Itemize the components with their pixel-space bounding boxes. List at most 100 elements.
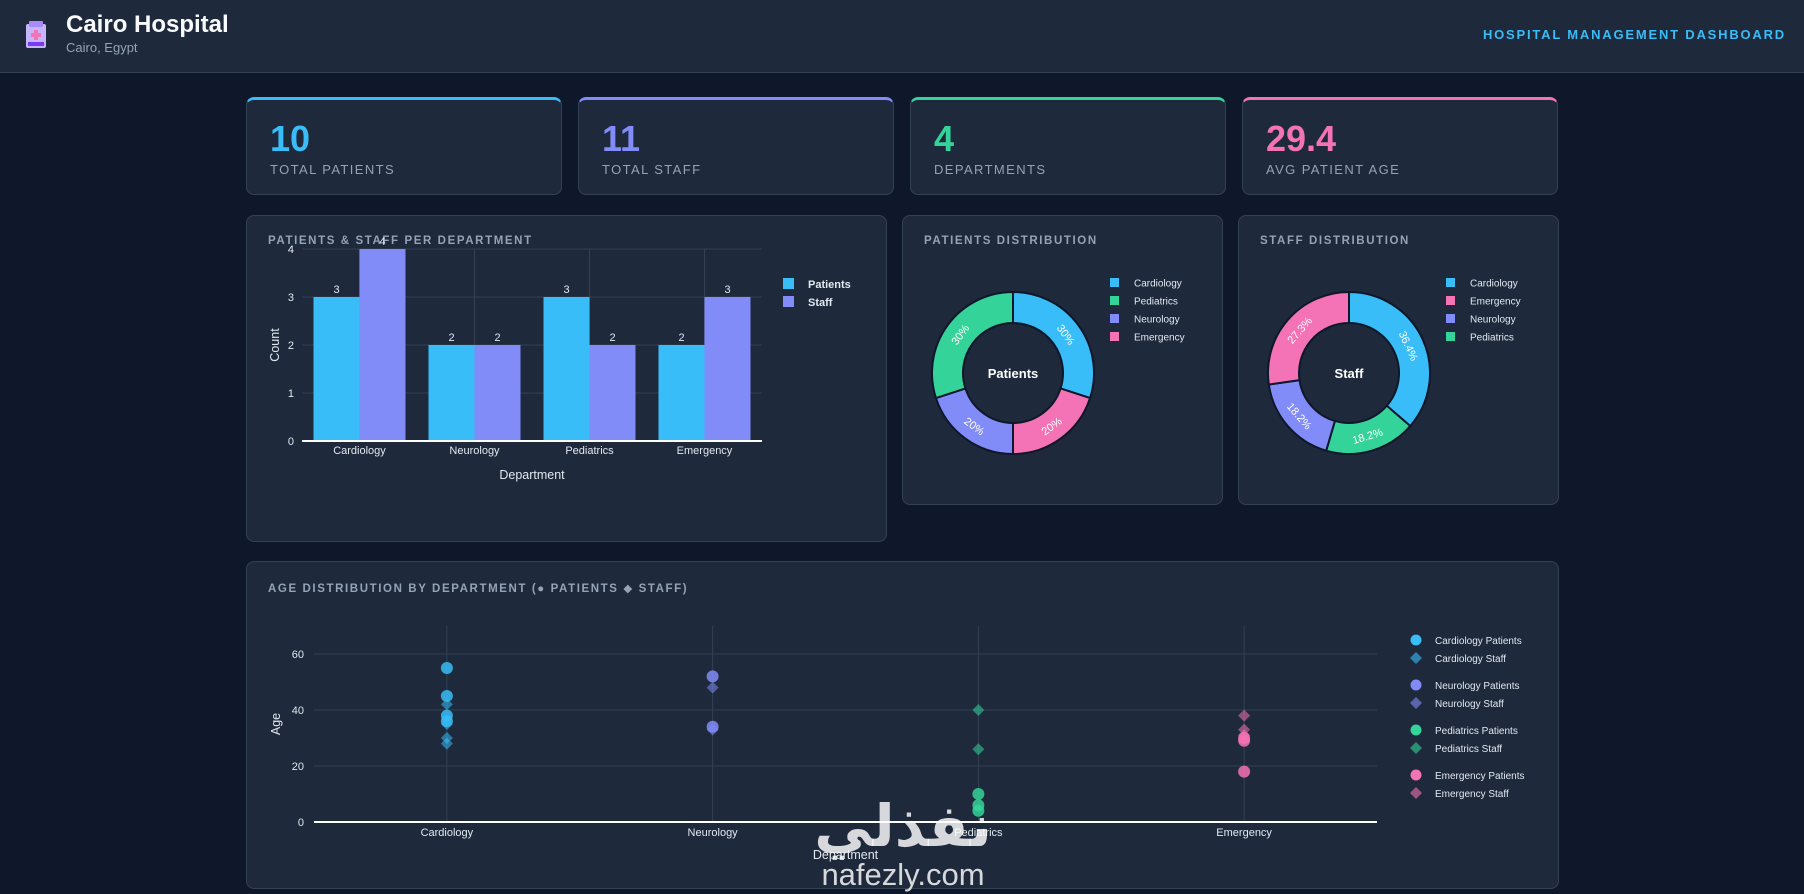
legend-label: Patients [808,279,851,291]
stat-card-departments: 4 DEPARTMENTS [910,97,1226,195]
bar-chart-panel: PATIENTS & STAFF PER DEPARTMENT 0 1 2 3 4 Car… [246,215,887,542]
staff-pie-panel: STAFF DISTRIBUTION 36.4% 18.2% 18.2% 27.3% S… [1238,215,1559,505]
legend-marker-circle [1410,634,1422,646]
hospital-name: Cairo Hospital [66,11,229,38]
header-bar: Cairo Hospital Cairo, Egypt HOSPITAL MAN… [0,0,1804,73]
staff-point [440,698,453,711]
hospital-location: Cairo, Egypt [66,40,138,55]
legend-swatch [783,278,794,289]
legend-swatch [783,296,794,307]
bar-value-label: 3 [333,284,339,296]
x-axis-title: Department [499,468,565,482]
dashboard-label: HOSPITAL MANAGEMENT DASHBOARD [1482,27,1786,42]
legend-label: Cardiology Staff [1435,654,1506,665]
legend-swatch [1110,332,1119,341]
bar-chart: 0 1 2 3 4 Cardiology 3 4 Neurology 2 2 Pediatrics 3 2… [268,236,851,482]
age-scatter-chart: 0 20 40 60 Cardiology Neurology Pediatrics Emer… [269,626,1525,862]
y-tick-label: 20 [292,761,304,773]
nafezly-watermark: نفذلي nafezly.com [814,794,991,892]
legend-label: Emergency Patients [1435,771,1525,782]
y-tick-label: 60 [292,649,304,661]
x-axis-title: Department [813,848,879,862]
y-tick-label: 40 [292,705,304,717]
y-tick-label: 4 [288,244,294,256]
legend-swatch [1446,314,1455,323]
legend-label: Pediatrics Staff [1435,744,1502,755]
bar-value-label: 2 [448,332,454,344]
legend-label: Pediatrics Patients [1435,726,1518,737]
staff-point [972,743,985,756]
patient-point [440,662,453,674]
legend-swatch [1446,296,1455,305]
legend-label: Emergency Staff [1435,789,1509,800]
y-tick-label: 0 [298,817,304,829]
stat-label: DEPARTMENTS [934,162,1047,177]
panel-title: PATIENTS & STAFF PER DEPARTMENT [268,235,533,247]
legend-swatch [1110,296,1119,305]
donut-slice-cardiology [1348,290,1431,428]
legend-label: Neurology [1470,315,1516,326]
x-tick-label: Pediatrics [565,445,614,457]
patients-donut-chart: 30%20%20%30%PatientsCardiologyPediatrics… [931,278,1185,456]
staff-point [706,681,719,694]
y-tick-label: 3 [288,292,294,304]
panel-title: STAFF DISTRIBUTION [1260,235,1410,247]
legend-marker-diamond [1410,652,1422,664]
patient-point [706,670,719,683]
donut-slice-cardiology [1012,290,1095,400]
legend-swatch [1446,278,1455,287]
patient-point [972,788,985,800]
legend-label: Cardiology [1134,279,1182,290]
legend-marker-diamond [1410,697,1422,709]
bar-value-label: 3 [724,284,730,296]
stat-label: TOTAL STAFF [602,162,702,177]
legend-swatch [1110,278,1119,287]
staff-point [706,723,719,736]
stat-label: AVG PATIENT AGE [1266,162,1401,177]
bar-staff [359,249,406,441]
legend-label: Emergency [1134,333,1185,344]
bar-value-label: 3 [563,284,569,296]
x-tick-label: Neurology [688,827,739,839]
legend-marker-circle [1410,679,1422,691]
legend-label: Neurology Staff [1435,699,1504,710]
bar-staff [704,297,751,441]
legend-label: Emergency [1470,297,1521,308]
legend-label: Pediatrics [1134,297,1178,308]
stat-value: 11 [602,118,641,159]
legend-marker-circle [1410,769,1422,781]
legend-marker-diamond [1410,787,1422,799]
y-tick-label: 0 [288,436,294,448]
watermark-arabic: نفذلي [814,794,991,860]
y-tick-label: 1 [288,388,294,400]
legend-label: Pediatrics [1470,333,1514,344]
bar-patients [658,345,705,441]
staff-point [1238,729,1251,742]
panel-title: AGE DISTRIBUTION BY DEPARTMENT (● PATIEN… [268,583,689,595]
stat-value: 4 [934,118,955,159]
bar-staff [474,345,521,441]
donut-center-label: Patients [988,366,1039,381]
stat-value: 10 [270,118,311,159]
bar-patients [543,297,590,441]
legend-label: Cardiology [1470,279,1518,290]
staff-point [440,737,453,750]
stat-card-total-patients: 10 TOTAL PATIENTS [246,97,562,195]
legend-swatch [1110,314,1119,323]
donut-center-label: Staff [1335,366,1365,381]
x-tick-label: Cardiology [333,445,386,457]
y-axis-title: Age [269,713,283,735]
bar-staff [589,345,636,441]
patient-point [972,804,985,817]
stat-card-avg-patient-age: 29.4 AVG PATIENT AGE [1242,97,1558,195]
scatter-chart-panel: AGE DISTRIBUTION BY DEPARTMENT (● PATIEN… [246,561,1559,889]
staff-donut-chart: 36.4%18.2%18.2%27.3%StaffCardiologyEmerg… [1267,278,1521,455]
patient-point [1238,765,1251,778]
stat-label: TOTAL PATIENTS [270,162,396,177]
donut-slice-emergency [1267,290,1350,386]
donut-slice-pediatrics [931,290,1014,400]
legend-label: Staff [808,297,833,309]
bar-patients [313,297,360,441]
bar-value-label: 4 [379,236,385,248]
legend-marker-circle [1410,724,1422,736]
